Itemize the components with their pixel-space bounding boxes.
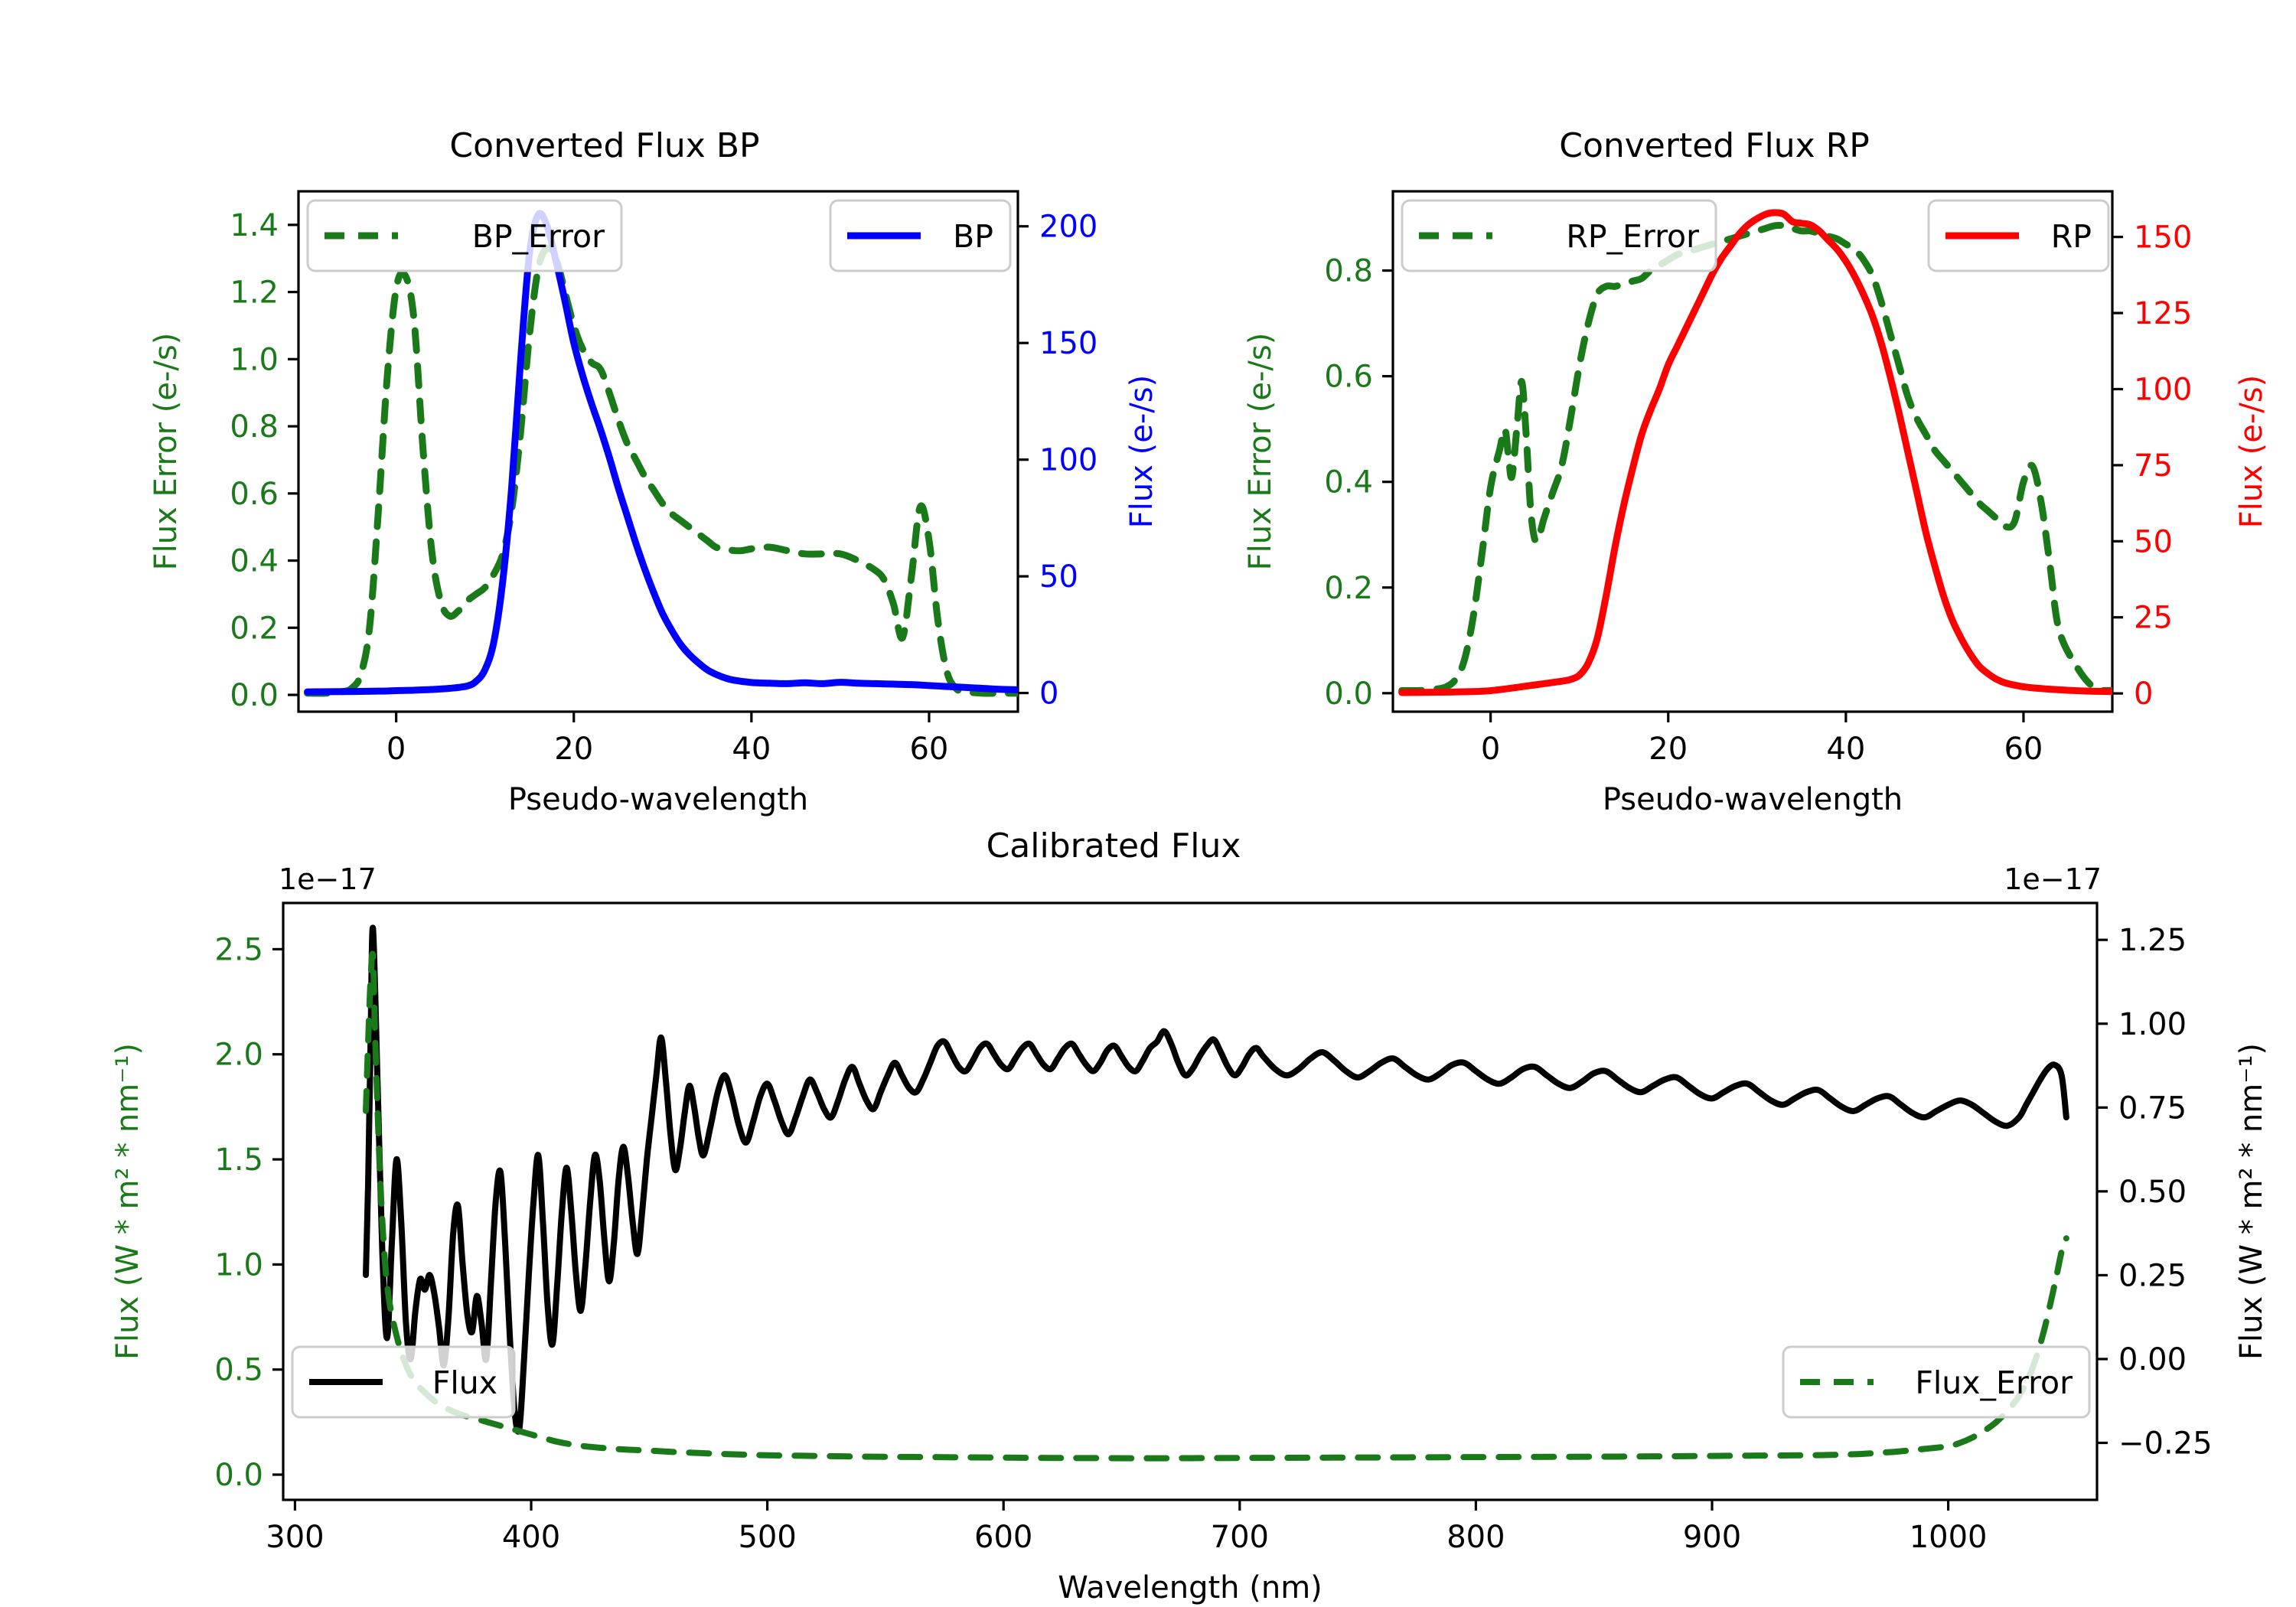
y-tick-label-left: 1.0 — [230, 342, 279, 377]
y-axis-label-right: Flux (e-/s) — [1124, 375, 1159, 528]
chart-converted-flux-bp: Converted Flux BP 0 20 40 60 Pseudo-waveleng… — [148, 126, 1159, 817]
y-tick-label-left: 0.0 — [230, 678, 279, 713]
panel-calibrated-flux: Calibrated Flux 300 400 500 600 700 800 900 100… — [0, 811, 2296, 1607]
y-tick-label-right: 0 — [2134, 676, 2153, 712]
legend-label: Flux — [432, 1364, 497, 1401]
y-tick-label-left: 1.5 — [214, 1143, 263, 1178]
y-tick-label-right: 0.50 — [2118, 1175, 2187, 1210]
y-axis-label-right: Flux (e-/s) — [2234, 375, 2269, 528]
chart-converted-flux-rp: Converted Flux RP 0 20 40 60 Pseudo-waveleng… — [1243, 126, 2269, 817]
y-tick-label-right: 100 — [1039, 443, 1097, 478]
y-tick-label-left: 0.0 — [1324, 676, 1373, 712]
y-tick-label-right: 1.25 — [2118, 923, 2187, 958]
legend-rp[interactable]: RP — [1927, 199, 2110, 272]
chart-title-bp: Converted Flux BP — [449, 126, 759, 165]
y-axis-label-left: Flux Error (e-/s) — [148, 333, 184, 571]
y-tick-label-left: 2.0 — [214, 1038, 263, 1073]
y-tick-label-right: 25 — [2134, 601, 2173, 636]
series-line-rp_error — [1398, 221, 2112, 695]
y-tick-label-right: 0.75 — [2118, 1090, 2187, 1126]
y-axis-label-left: Flux Error (e-/s) — [1243, 333, 1278, 571]
y-tick-label-right: 0.00 — [2118, 1342, 2187, 1377]
y-tick-label-right: 0.25 — [2118, 1258, 2187, 1293]
x-axis-label: Pseudo-wavelength — [1603, 782, 1903, 817]
legend-flux-error[interactable]: Flux_Error — [1782, 1345, 2091, 1419]
y-tick-label-left: 2.5 — [214, 932, 263, 967]
x-tick-label: 40 — [732, 732, 771, 767]
x-tick-label: 900 — [1683, 1520, 1741, 1555]
legend-bp[interactable]: BP — [829, 199, 1012, 272]
x-tick-label: 400 — [502, 1520, 560, 1555]
x-tick-label: 60 — [909, 732, 948, 767]
x-axis-label: Pseudo-wavelength — [508, 782, 808, 817]
y-tick-label-left: 0.4 — [1324, 465, 1373, 500]
x-tick-label: 60 — [2004, 732, 2043, 767]
legend-bp-error[interactable]: BP_Error — [306, 199, 623, 272]
y-tick-label-right: 0 — [1039, 676, 1058, 712]
y-tick-label-right: 200 — [1039, 210, 1097, 245]
y-tick-label-right: 1.00 — [2118, 1007, 2187, 1042]
panel-converted-flux-bp: Converted Flux BP 0 20 40 60 Pseudo-waveleng… — [0, 0, 1171, 826]
y-tick-label-left: 0.8 — [1324, 254, 1373, 289]
legend-flux[interactable]: Flux — [291, 1345, 516, 1419]
y-tick-label-left: 1.2 — [230, 275, 279, 311]
x-tick-label: 600 — [974, 1520, 1032, 1555]
y-tick-label-right: 50 — [2134, 524, 2173, 559]
y-tick-label-right: 75 — [2134, 448, 2173, 484]
y-tick-label-right: 125 — [2134, 296, 2192, 331]
x-tick-label: 20 — [554, 732, 593, 767]
x-tick-label: 800 — [1446, 1520, 1505, 1555]
y-tick-label-left: 0.0 — [214, 1458, 263, 1493]
y-tick-label-left: 1.0 — [214, 1247, 263, 1283]
series-line-bp — [304, 210, 1018, 696]
chart-calibrated-flux: Calibrated Flux 300 400 500 600 700 800 900 100… — [110, 826, 2269, 1605]
x-tick-label: 1000 — [1910, 1520, 1988, 1555]
legend-label: BP_Error — [472, 218, 605, 255]
x-tick-label: 20 — [1649, 732, 1688, 767]
x-tick-label: 40 — [1826, 732, 1865, 767]
series-line-flux — [363, 924, 2069, 1435]
x-tick-label: 300 — [266, 1520, 324, 1555]
series-line-bp_error — [304, 244, 1018, 697]
x-tick-label: 500 — [738, 1520, 796, 1555]
y-tick-label-left: 1.4 — [230, 208, 279, 243]
y-tick-label-right: 50 — [1039, 559, 1078, 595]
x-axis-label: Wavelength (nm) — [1058, 1570, 1322, 1605]
y-tick-label-right: 150 — [1039, 326, 1097, 361]
series-line-rp — [1398, 209, 2112, 696]
legend-label: Flux_Error — [1915, 1364, 2073, 1401]
y-tick-label-left: 0.6 — [1324, 360, 1373, 395]
x-tick-label: 0 — [1481, 732, 1500, 767]
y-axis-label-left: Flux (W * m² * nm⁻¹) — [110, 1043, 145, 1360]
y-axis-label-right: Flux (W * m² * nm⁻¹) — [2234, 1043, 2269, 1360]
y-tick-label-left: 0.5 — [214, 1353, 263, 1388]
y-axis-offset-text-right: 1e−17 — [2004, 862, 2102, 896]
x-tick-label: 0 — [386, 732, 406, 767]
x-tick-label: 700 — [1211, 1520, 1269, 1555]
legend-rp-error[interactable]: RP_Error — [1401, 199, 1717, 272]
y-tick-label-left: 0.2 — [230, 611, 279, 646]
y-axis-offset-text-left: 1e−17 — [279, 862, 377, 896]
legend-label: BP — [953, 218, 993, 255]
y-tick-label-left: 0.2 — [1324, 571, 1373, 606]
y-tick-label-right: 150 — [2134, 220, 2192, 256]
panel-converted-flux-rp: Converted Flux RP 0 20 40 60 Pseudo-waveleng… — [1133, 0, 2296, 826]
legend-label: RP — [2051, 218, 2092, 255]
legend-label: RP_Error — [1566, 218, 1699, 255]
y-tick-label-left: 0.6 — [230, 477, 279, 512]
chart-title-rp: Converted Flux RP — [1559, 126, 1870, 165]
y-tick-label-right: 100 — [2134, 372, 2192, 407]
y-tick-label-left: 0.8 — [230, 409, 279, 445]
y-tick-label-right: −0.25 — [2118, 1426, 2213, 1462]
y-tick-label-left: 0.4 — [230, 544, 279, 579]
chart-title-calibrated: Calibrated Flux — [987, 826, 1241, 865]
